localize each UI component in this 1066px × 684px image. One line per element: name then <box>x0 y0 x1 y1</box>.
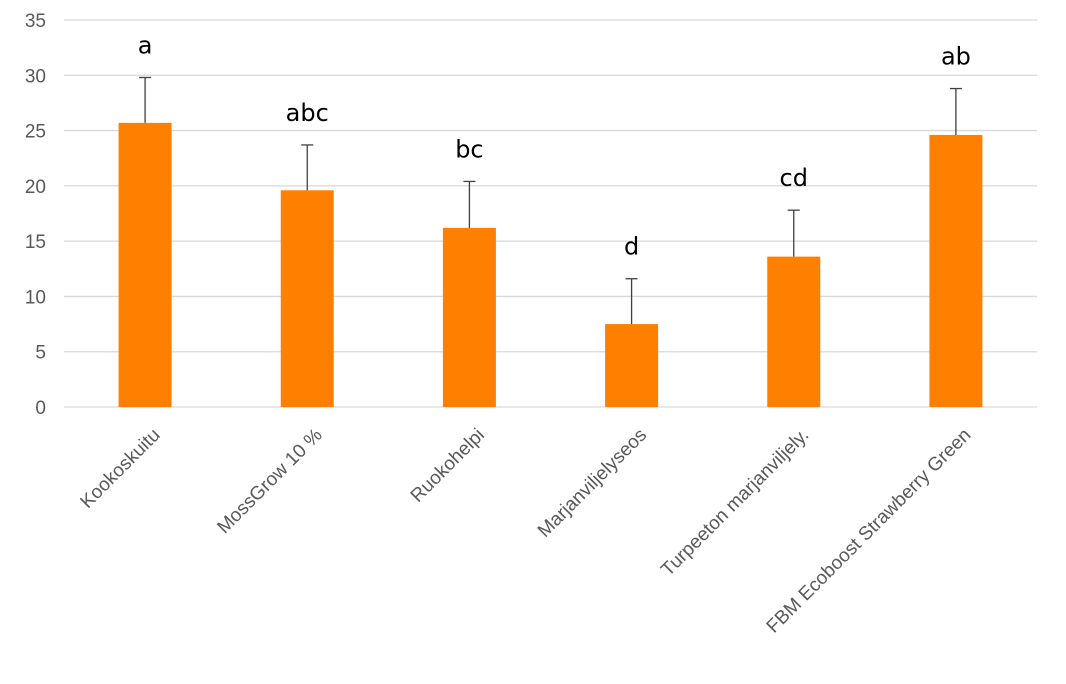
y-tick-label: 20 <box>25 177 46 198</box>
category-labels: Kookoskuitu MossGrow 10 % Ruokohelpi Marjan… <box>77 425 976 638</box>
category-label: Ruokohelpi <box>407 425 489 507</box>
significance-label: d <box>624 233 639 261</box>
category-label: Marjanviljelyseos <box>534 425 651 542</box>
bar <box>929 134 983 407</box>
category-label: MossGrow 10 % <box>213 425 326 538</box>
bar <box>767 256 821 407</box>
bar <box>118 122 172 408</box>
y-tick-label: 30 <box>25 66 46 87</box>
bars <box>118 122 983 408</box>
significance-label: ab <box>941 43 971 71</box>
gridlines <box>64 19 1037 408</box>
category-label: Turpeeton marjanviljely. <box>657 425 813 581</box>
error-bars <box>139 76 962 325</box>
y-tick-label: 15 <box>25 232 46 253</box>
significance-label: bc <box>455 135 483 163</box>
y-tick-label: 35 <box>25 11 46 32</box>
bar <box>605 324 659 407</box>
bar <box>280 190 334 407</box>
significance-label: a <box>138 31 153 59</box>
y-tick-label: 5 <box>35 343 46 364</box>
y-axis-ticks: 0 5 10 15 20 25 30 35 <box>25 11 46 419</box>
bar <box>442 227 496 407</box>
y-tick-label: 25 <box>25 122 46 143</box>
significance-label: abc <box>286 99 329 127</box>
y-tick-label: 10 <box>25 287 46 308</box>
significance-labels: a abc bc d cd ab <box>138 31 971 260</box>
category-label: Kookoskuitu <box>77 425 165 513</box>
significance-label: cd <box>780 164 808 192</box>
y-tick-label: 0 <box>35 398 46 419</box>
